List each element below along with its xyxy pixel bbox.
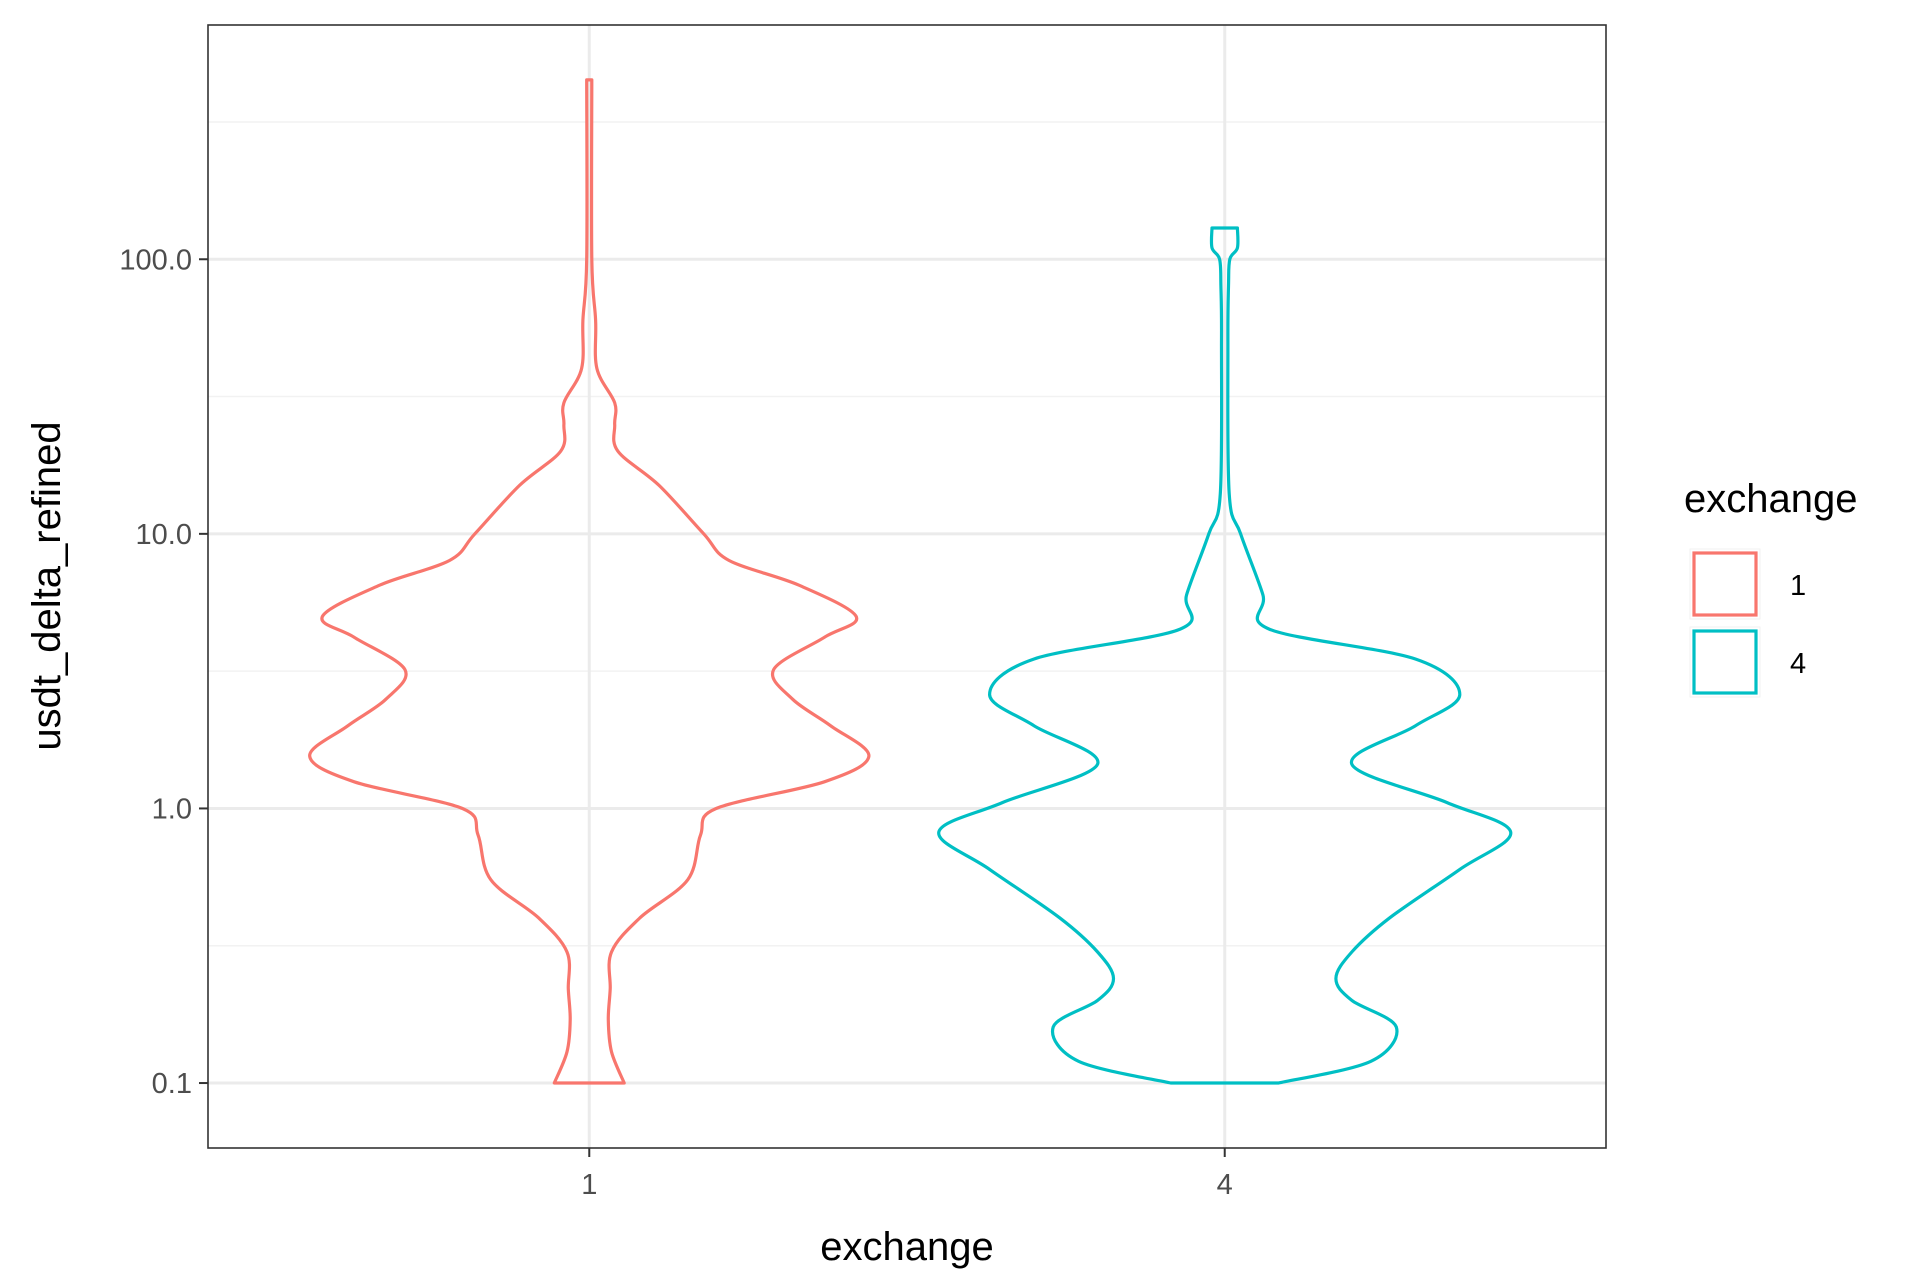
legend-key-bg: [1689, 626, 1761, 698]
grid-major: [208, 25, 1606, 1148]
legend-key-bg: [1689, 548, 1761, 620]
legend: exchange 1 4: [1684, 477, 1857, 698]
plot-background: [208, 25, 1606, 1148]
y-axis: 0.1 1.0 10.0 100.0: [119, 244, 208, 1100]
x-tick-label: 4: [1217, 1169, 1233, 1201]
legend-key-1: [1692, 551, 1758, 617]
y-tick-label: 100.0: [119, 244, 192, 276]
grid-minor: [208, 121, 1606, 947]
plot-border: [207, 24, 1607, 1149]
legend-key-4: [1692, 629, 1758, 695]
x-tick-label: 1: [581, 1169, 597, 1201]
violin-4: [937, 226, 1513, 1085]
violins: [308, 78, 1513, 1085]
violin-1: [308, 78, 871, 1085]
y-tick-label: 1.0: [152, 793, 192, 825]
x-axis-title: exchange: [820, 1225, 993, 1269]
legend-label: 1: [1790, 570, 1806, 602]
legend-label: 4: [1790, 648, 1806, 680]
y-axis-title: usdt_delta_refined: [25, 421, 69, 750]
y-tick-label: 10.0: [136, 519, 192, 551]
y-tick-label: 0.1: [152, 1068, 192, 1100]
legend-title: exchange: [1684, 477, 1857, 521]
